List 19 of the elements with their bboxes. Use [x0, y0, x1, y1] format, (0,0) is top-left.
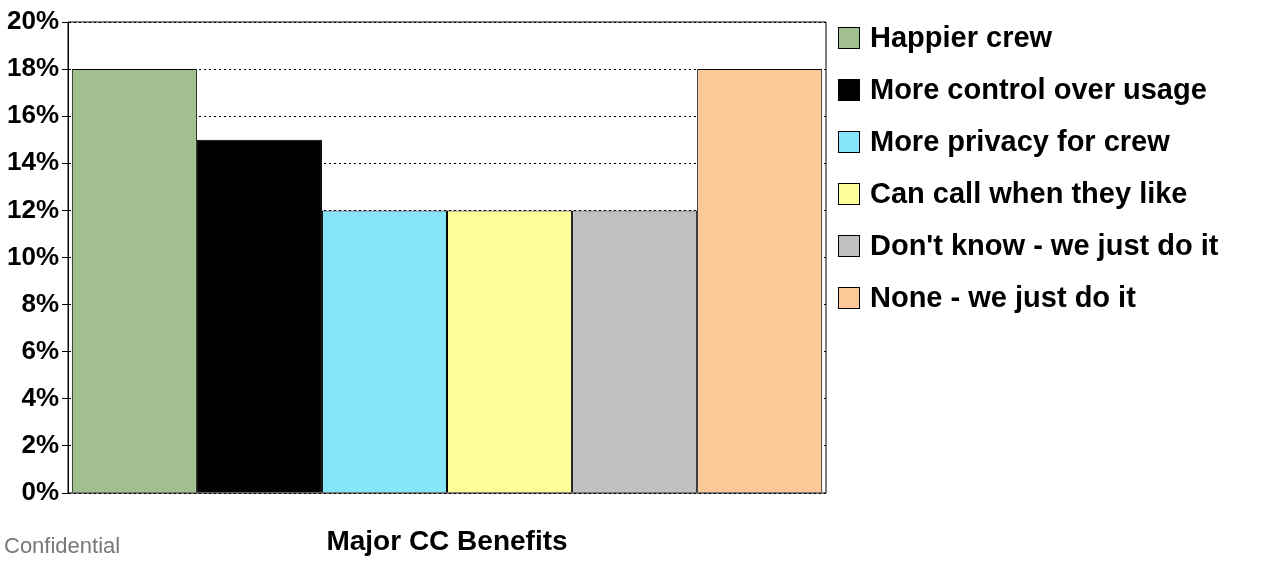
y-tick-label: 8%: [21, 287, 60, 318]
y-tick-label: 6%: [21, 334, 60, 365]
y-tick-label: 18%: [6, 52, 60, 83]
y-tick-label: 4%: [21, 381, 60, 412]
y-tick-label: 14%: [6, 146, 60, 177]
x-axis-title: Major CC Benefits: [326, 524, 568, 556]
legend-label: None - we just do it: [870, 280, 1137, 315]
legend-label: Don't know - we just do it: [870, 228, 1220, 263]
legend-label: Happier crew: [870, 20, 1054, 55]
legend-label: More privacy for crew: [870, 124, 1171, 159]
y-tick-label: 20%: [6, 5, 60, 36]
text: Confidential: [4, 533, 121, 559]
legend-label: More control over usage: [870, 72, 1208, 107]
y-tick-label: 12%: [6, 193, 60, 224]
y-tick-label: 16%: [6, 99, 60, 130]
y-tick-label: 2%: [21, 429, 60, 460]
y-tick-label: 0%: [21, 476, 60, 507]
y-tick-label: 10%: [6, 240, 60, 271]
legend-label: Can call when they like: [870, 176, 1189, 211]
